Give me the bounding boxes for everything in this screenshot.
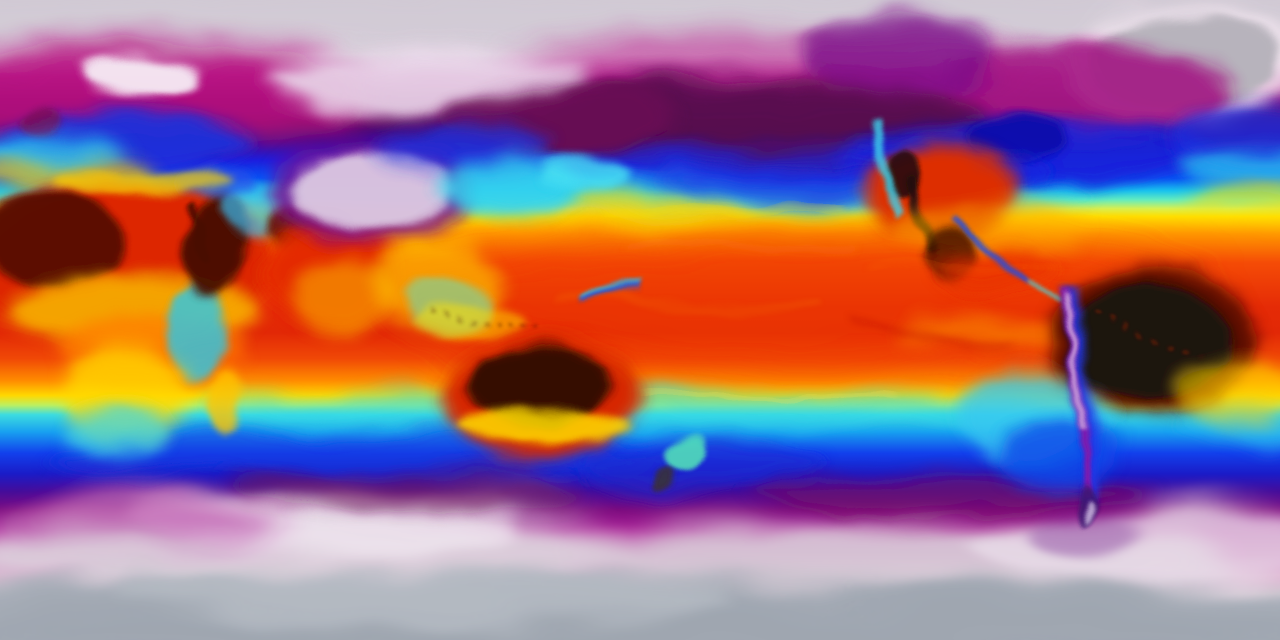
south-polar-swirls [0, 485, 1280, 640]
sierra-madre-blue-ridge [947, 212, 1032, 288]
west-sahara-dark-hotspot [0, 194, 124, 286]
southern-magenta-eddy [10, 490, 290, 550]
india-yellow-mottle [290, 260, 394, 332]
east-africa-highlands-cyan [168, 284, 224, 380]
east-china-cyan [440, 158, 576, 214]
south-pacific-yellow-streak [639, 394, 901, 400]
new-guinea-blue-ridge [583, 280, 642, 306]
north-pacific-yellow-bulge [560, 198, 750, 226]
new-zealand-north-cool [667, 437, 705, 469]
uk-warm-spot [23, 107, 67, 133]
continent-features [0, 119, 1280, 489]
tasman-blue-swirl [580, 439, 820, 491]
pacific-swirl-stroke-1 [619, 240, 861, 252]
us-plains-yellow-fringe [895, 202, 1085, 254]
fine-details [429, 205, 1201, 527]
north-pacific-yellow-streak [599, 205, 841, 215]
nw-atlantic-cyan-lobe [1178, 150, 1280, 194]
cape-cyan-tip [70, 408, 166, 456]
tibet-plateau-pale [290, 152, 454, 228]
south-atlantic-cyan-lobe [1190, 410, 1280, 450]
antarctic-cloud-band [120, 574, 720, 626]
mediterranean-yellow-strip [48, 170, 232, 196]
hudson-bay-darkblue [957, 114, 1073, 158]
north-pacific-blue-dip [660, 164, 920, 200]
scandinavia-white [83, 58, 207, 98]
japan-cyan [542, 158, 630, 190]
new-zealand-south-dark [652, 467, 676, 487]
pacific-swirl-stroke-3 [869, 263, 1061, 272]
australia-dark-interior [466, 346, 610, 426]
pacific-dark-eddy-stroke [849, 317, 1011, 353]
southeast-brazil-yellow [1175, 362, 1280, 422]
amazon-dark-core [1070, 284, 1230, 400]
central-america-cyan-ridge [1028, 283, 1063, 304]
australia-south-yellow-band [457, 410, 633, 442]
nw-atlantic-yellow-lobe [1178, 189, 1280, 221]
new-guinea-cyan-ridge [584, 279, 641, 301]
patagonia-white-core [1082, 500, 1090, 524]
alaska-purple [805, 18, 995, 102]
madagascar-warm [209, 370, 243, 430]
andes-white-core [1064, 294, 1088, 433]
humboldt-cold-blue-wedge [996, 421, 1120, 489]
pacific-coast-cyan-strip [867, 119, 909, 218]
borneo-yellow-mottle [415, 304, 525, 340]
southern-maroon-eddy-west [220, 472, 580, 512]
